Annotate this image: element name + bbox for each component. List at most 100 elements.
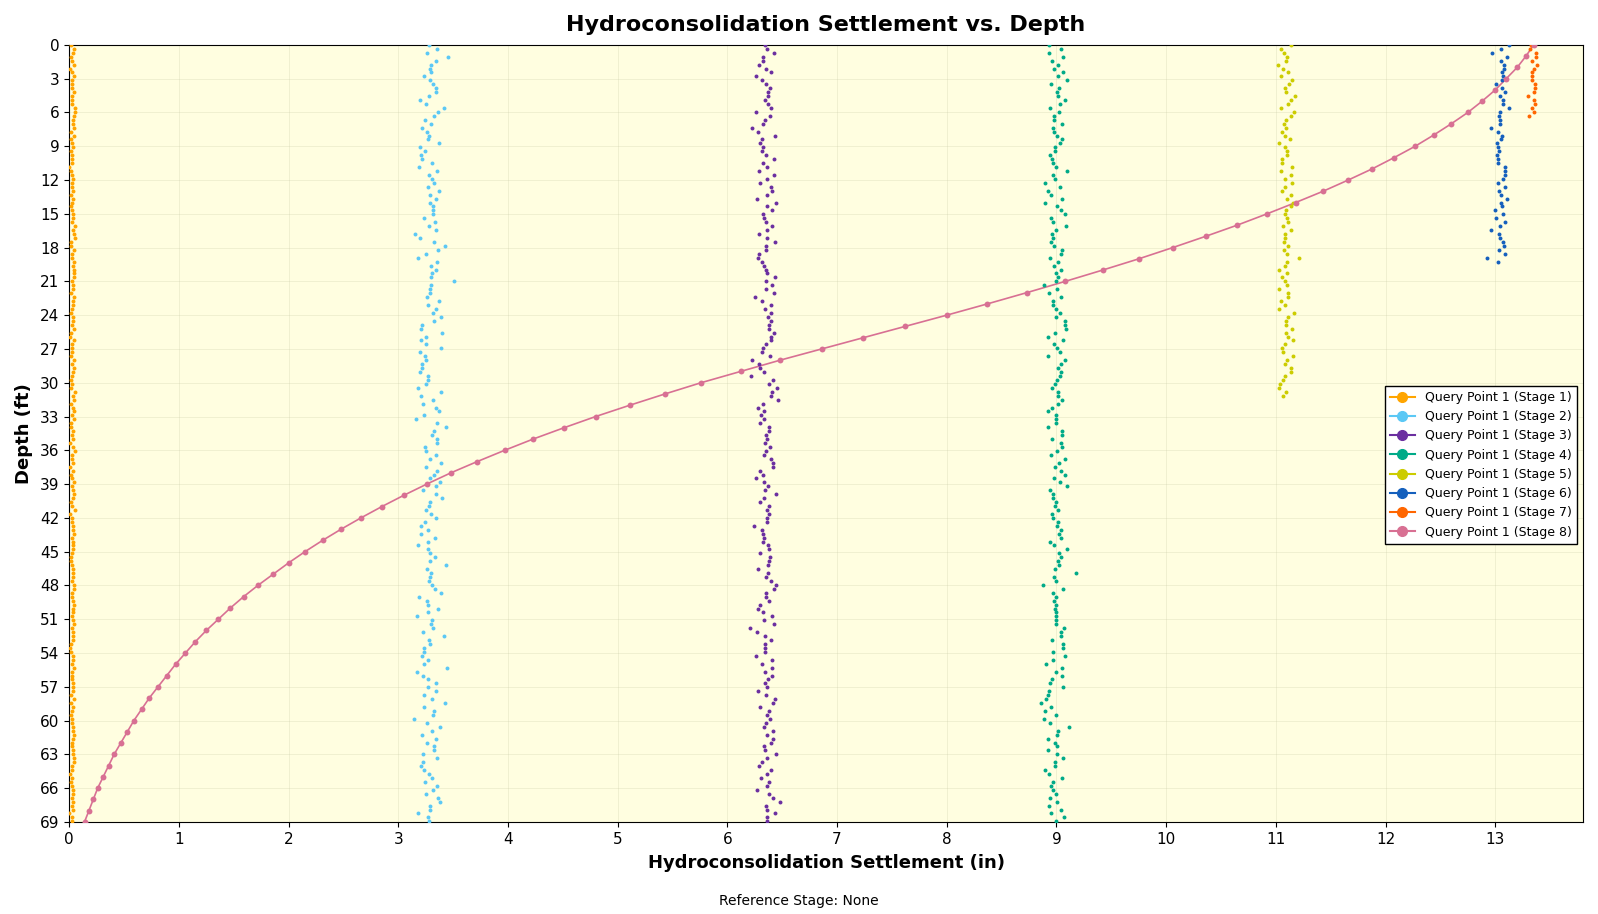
Point: [1277, 133, 1302, 147]
Point: [1278, 109, 1304, 123]
Point: [1270, 242, 1296, 257]
Point: [1489, 73, 1515, 88]
Point: [61, 782, 86, 797]
Point: [1037, 806, 1063, 821]
Point: [61, 440, 86, 454]
Point: [59, 471, 85, 485]
Point: [1493, 215, 1518, 229]
Point: [1090, 263, 1115, 278]
Point: [59, 428, 85, 442]
Point: [740, 353, 765, 367]
Point: [1042, 144, 1067, 159]
Point: [1491, 58, 1517, 72]
Point: [417, 802, 443, 817]
Point: [423, 400, 449, 415]
Point: [1050, 637, 1075, 652]
Point: [1267, 377, 1293, 391]
Point: [422, 235, 447, 250]
Point: [59, 65, 85, 80]
Point: [1438, 116, 1464, 131]
Point: [1278, 365, 1304, 379]
Point: [1278, 322, 1304, 336]
Point: [61, 322, 86, 336]
Point: [1269, 69, 1294, 84]
Point: [419, 613, 444, 628]
Point: [404, 412, 430, 427]
Point: [1050, 660, 1075, 675]
Point: [414, 329, 439, 344]
Point: [756, 424, 781, 439]
Point: [749, 293, 775, 308]
Point: [1521, 104, 1547, 119]
Point: [1489, 199, 1515, 214]
Point: [419, 617, 444, 632]
Point: [754, 680, 780, 695]
Point: [59, 136, 85, 151]
Point: [745, 684, 770, 698]
Point: [428, 385, 454, 399]
Point: [1274, 314, 1299, 328]
X-axis label: Hydroconsolidation Settlement (in): Hydroconsolidation Settlement (in): [647, 854, 1005, 872]
Point: [414, 337, 439, 352]
Point: [583, 409, 609, 424]
Point: [59, 590, 85, 604]
Point: [1042, 337, 1067, 352]
Point: [761, 791, 786, 805]
Point: [420, 207, 446, 222]
Point: [58, 61, 83, 76]
Point: [1274, 266, 1299, 281]
Point: [753, 239, 778, 253]
Point: [59, 759, 85, 773]
Point: [1048, 523, 1074, 537]
Point: [409, 361, 435, 376]
Point: [61, 223, 86, 238]
Point: [757, 179, 783, 194]
Point: [59, 97, 85, 112]
Point: [420, 621, 446, 635]
Point: [1042, 325, 1067, 340]
Point: [1493, 167, 1518, 182]
Point: [59, 530, 85, 545]
Point: [428, 586, 454, 600]
Point: [423, 191, 449, 206]
Point: [1039, 700, 1064, 715]
Point: [762, 128, 788, 143]
Point: [428, 455, 454, 470]
Point: [423, 448, 449, 462]
Point: [759, 278, 785, 292]
Point: [58, 436, 83, 451]
Point: [1310, 184, 1336, 198]
Point: [1048, 365, 1074, 379]
Point: [1040, 593, 1066, 608]
Point: [58, 144, 83, 159]
Point: [1521, 37, 1547, 52]
Point: [1269, 271, 1294, 285]
Point: [761, 617, 786, 632]
Point: [756, 558, 781, 572]
Point: [423, 262, 449, 277]
Point: [433, 558, 459, 572]
Point: [59, 668, 85, 683]
Point: [751, 530, 777, 545]
Point: [762, 692, 788, 707]
Point: [754, 187, 780, 202]
Point: [1269, 341, 1294, 356]
Point: [59, 377, 85, 391]
Point: [1515, 89, 1540, 103]
Point: [1274, 191, 1299, 206]
Point: [1053, 92, 1079, 107]
Point: [1042, 601, 1067, 616]
Point: [61, 491, 86, 505]
Point: [59, 479, 85, 494]
Point: [1040, 112, 1066, 127]
Point: [754, 503, 780, 517]
Point: [761, 455, 786, 470]
Point: [754, 751, 780, 766]
Point: [1270, 61, 1296, 76]
Point: [1272, 259, 1298, 273]
Point: [1488, 187, 1513, 202]
Point: [61, 334, 86, 348]
Point: [59, 554, 85, 569]
Point: [412, 515, 438, 529]
Point: [406, 590, 431, 604]
